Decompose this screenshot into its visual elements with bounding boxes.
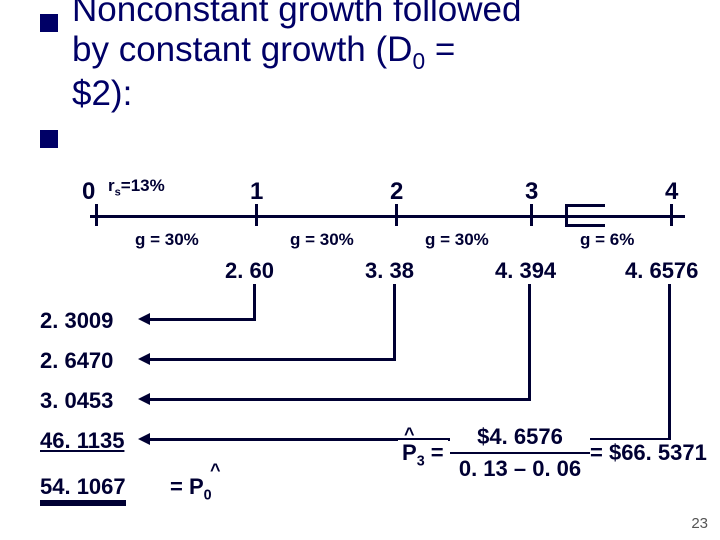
arr4-v [668,284,671,382]
growth-2: g = 30% [425,230,489,250]
pv-1: 2. 3009 [40,308,113,334]
p3-label: P3 = [398,440,448,469]
p3-fraction: $4. 6576 0. 13 – 0. 06 [450,424,590,482]
div-1: 2. 60 [225,258,274,284]
p3-numer: $4. 6576 [450,424,590,450]
tick-1 [255,204,258,226]
pv-3: 3. 0453 [40,388,113,414]
p3-denom: 0. 13 – 0. 06 [450,456,590,482]
div-4: 4. 6576 [625,258,698,284]
title-line2-pre: by constant growth (D [72,30,412,69]
arr2-h [150,358,396,361]
div-3: 4. 394 [495,258,556,284]
period-4: 4 [665,178,678,206]
pv-4: 46. 1135 [40,428,124,454]
p3-result: = $66. 5371 [590,440,707,466]
arr4-v2 [668,382,671,438]
growth-0: g = 30% [135,230,199,250]
period-1: 1 [250,178,263,206]
tick-3 [530,204,533,226]
div-2: 3. 38 [365,258,414,284]
tick-0 [95,204,98,226]
tick-4-bot [565,224,605,227]
arr1-v [253,284,256,318]
arr3-h [150,398,531,401]
pv-sum: 54. 1067 [40,474,126,502]
title-line1: Nonconstant growth followed [72,0,521,29]
page-number: 23 [691,515,708,532]
period-3: 3 [525,178,538,206]
growth-1: g = 30% [290,230,354,250]
arr1-h [150,318,256,321]
arr1-head [138,313,150,325]
title-sub: 0 [412,48,425,74]
title-line2-post: = [425,30,455,69]
arr2-head [138,353,150,365]
slide-title: Nonconstant growth followed by constant … [72,0,521,115]
timeline-axis [90,215,685,218]
rate-label: rs=13% [108,176,165,198]
period-2: 2 [390,178,403,206]
arr3-head [138,393,150,405]
arr2-v [393,284,396,358]
arr3-v [528,284,531,398]
arr4-head [138,433,150,445]
pv-2: 2. 6470 [40,348,113,374]
growth-3: g = 6% [580,230,634,250]
tick-2 [395,204,398,226]
tick-4a [565,204,568,226]
tick-4-top [565,204,605,207]
pv-sum-eq: = P0 [170,474,212,503]
period-0: 0 [82,178,95,206]
title-line3: $2): [72,74,132,113]
tick-4 [670,204,673,226]
